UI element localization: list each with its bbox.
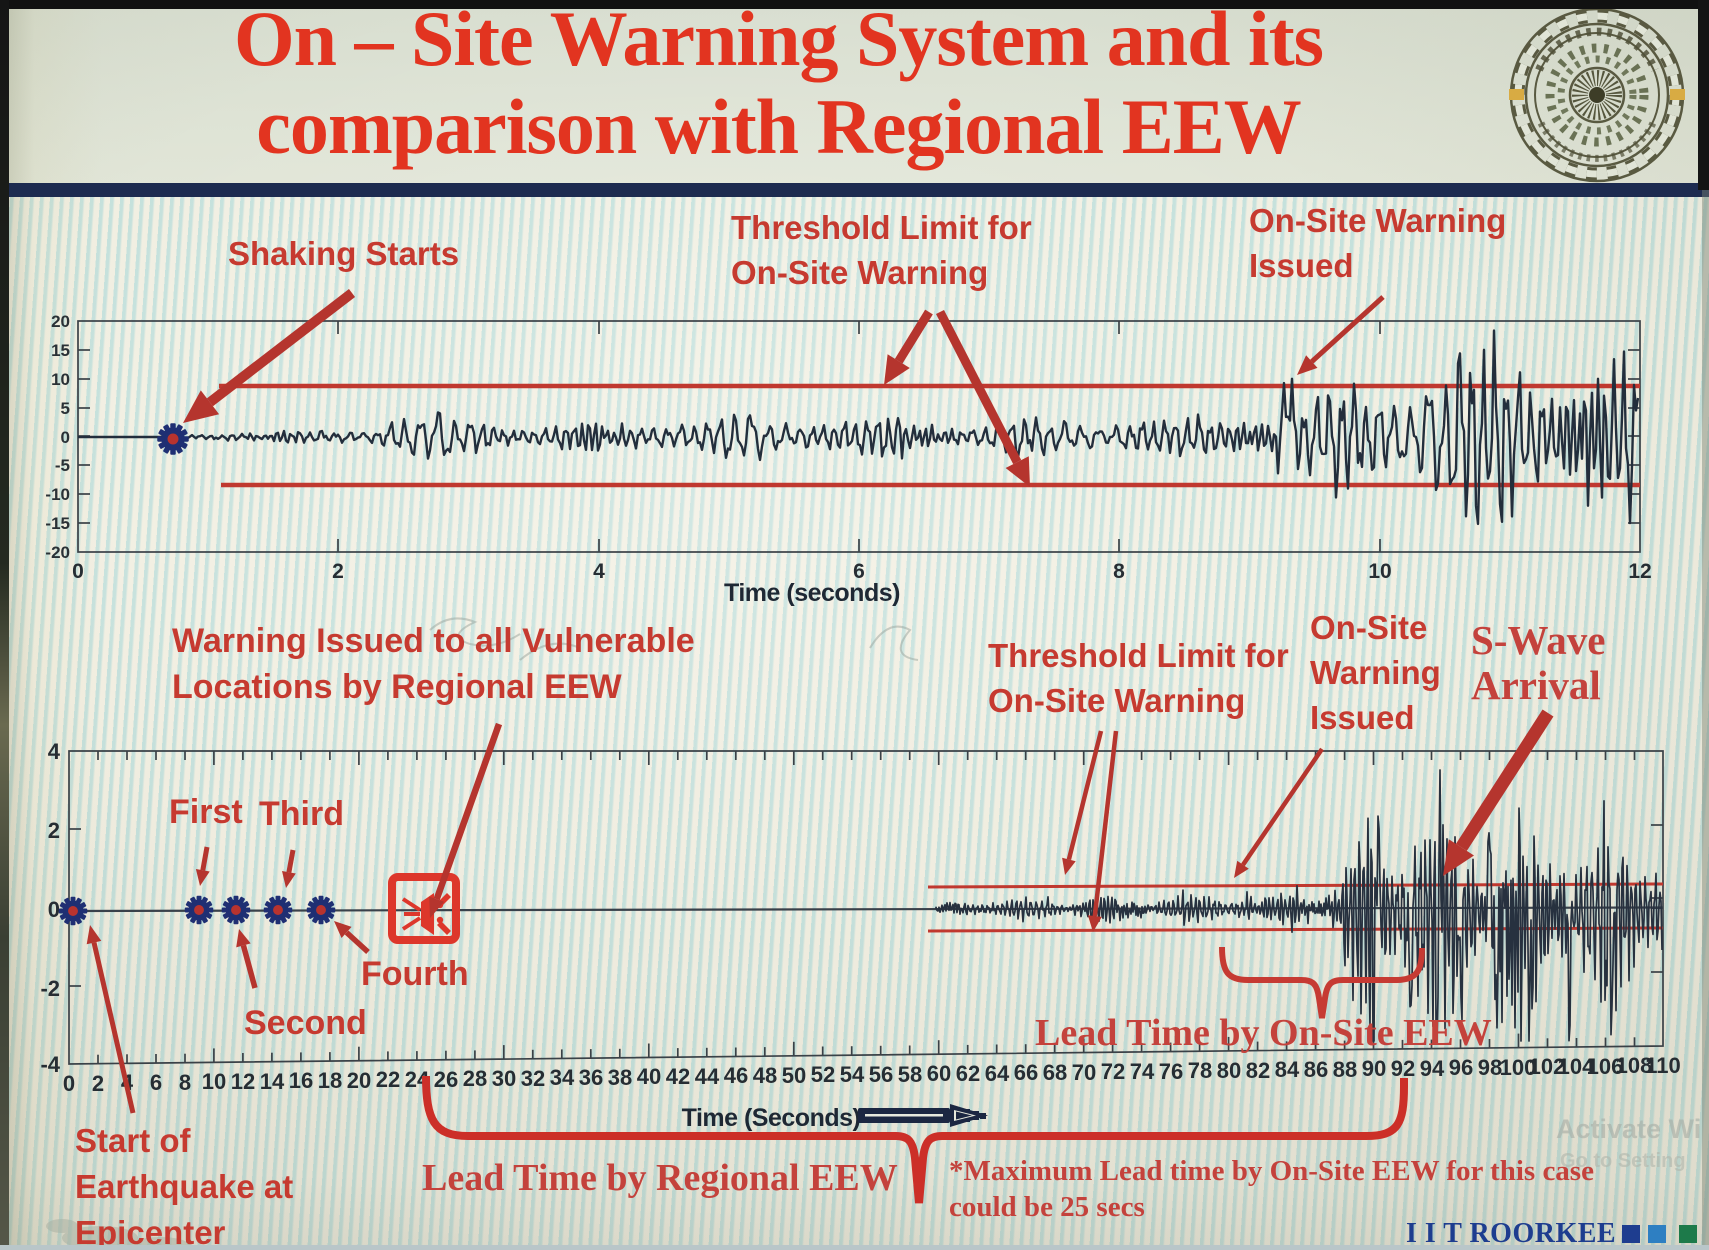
svg-text:34: 34 <box>550 1065 575 1090</box>
svg-text:56: 56 <box>869 1062 893 1087</box>
svg-text:5: 5 <box>61 399 70 418</box>
svg-text:70: 70 <box>1072 1060 1096 1085</box>
svg-text:0: 0 <box>61 428 70 447</box>
svg-text:28: 28 <box>463 1066 487 1091</box>
svg-text:60: 60 <box>927 1061 951 1086</box>
svg-text:2: 2 <box>92 1071 104 1096</box>
svg-text:48: 48 <box>753 1063 777 1088</box>
svg-text:52: 52 <box>811 1062 835 1087</box>
svg-text:10: 10 <box>51 370 70 389</box>
svg-text:15: 15 <box>51 341 70 360</box>
svg-text:12: 12 <box>1628 560 1651 583</box>
svg-text:-4: -4 <box>40 1052 60 1077</box>
svg-text:74: 74 <box>1130 1059 1155 1084</box>
svg-text:54: 54 <box>840 1062 865 1087</box>
svg-text:92: 92 <box>1391 1056 1415 1081</box>
svg-text:6: 6 <box>150 1070 162 1095</box>
svg-text:6: 6 <box>853 560 865 583</box>
svg-text:4: 4 <box>593 560 605 583</box>
svg-text:-20: -20 <box>45 543 70 562</box>
svg-text:72: 72 <box>1101 1059 1125 1084</box>
svg-text:10: 10 <box>1368 560 1391 583</box>
svg-text:84: 84 <box>1275 1057 1300 1082</box>
svg-text:-10: -10 <box>45 485 70 504</box>
svg-text:I I T ROORKEE: I I T ROORKEE <box>1406 1218 1616 1249</box>
svg-text:90: 90 <box>1362 1056 1386 1081</box>
svg-text:18: 18 <box>318 1068 342 1093</box>
svg-text:66: 66 <box>1014 1060 1038 1085</box>
svg-text:86: 86 <box>1304 1057 1328 1082</box>
svg-text:2: 2 <box>332 560 344 583</box>
svg-text:36: 36 <box>579 1065 603 1090</box>
svg-text:0: 0 <box>72 560 84 583</box>
svg-text:-5: -5 <box>55 456 70 475</box>
svg-text:98: 98 <box>1478 1055 1502 1080</box>
svg-text:14: 14 <box>260 1069 285 1094</box>
svg-text:108: 108 <box>1616 1053 1653 1078</box>
svg-text:64: 64 <box>985 1061 1010 1086</box>
svg-text:62: 62 <box>956 1061 980 1086</box>
svg-text:80: 80 <box>1217 1058 1241 1083</box>
svg-text:2: 2 <box>48 818 60 843</box>
svg-text:12: 12 <box>231 1069 255 1094</box>
svg-text:88: 88 <box>1333 1057 1357 1082</box>
svg-text:96: 96 <box>1449 1055 1473 1080</box>
svg-text:20: 20 <box>347 1068 371 1093</box>
svg-text:58: 58 <box>898 1062 922 1087</box>
svg-text:104: 104 <box>1558 1054 1595 1079</box>
svg-text:0: 0 <box>63 1071 75 1096</box>
svg-text:10: 10 <box>202 1069 226 1094</box>
svg-text:100: 100 <box>1500 1055 1537 1080</box>
svg-text:0: 0 <box>48 897 60 922</box>
svg-text:30: 30 <box>492 1066 516 1091</box>
svg-text:102: 102 <box>1529 1054 1566 1079</box>
svg-text:8: 8 <box>179 1070 191 1095</box>
svg-text:50: 50 <box>782 1063 806 1088</box>
svg-text:94: 94 <box>1420 1056 1445 1081</box>
svg-text:20: 20 <box>51 312 70 331</box>
svg-text:76: 76 <box>1159 1059 1183 1084</box>
svg-text:46: 46 <box>724 1063 748 1088</box>
svg-text:38: 38 <box>608 1065 632 1090</box>
svg-text:22: 22 <box>376 1067 400 1092</box>
svg-text:106: 106 <box>1587 1054 1624 1079</box>
svg-text:40: 40 <box>637 1064 661 1089</box>
svg-text:44: 44 <box>695 1064 720 1089</box>
svg-text:-15: -15 <box>45 514 70 533</box>
svg-text:Time (Seconds): Time (Seconds) <box>682 1104 861 1132</box>
svg-text:82: 82 <box>1246 1058 1270 1083</box>
svg-text:-2: -2 <box>40 976 60 1001</box>
svg-text:110: 110 <box>1645 1053 1681 1078</box>
svg-text:8: 8 <box>1113 560 1125 583</box>
svg-text:32: 32 <box>521 1066 545 1091</box>
svg-text:Time (seconds): Time (seconds) <box>724 579 900 607</box>
svg-text:26: 26 <box>434 1067 458 1092</box>
svg-text:4: 4 <box>48 739 61 764</box>
svg-text:16: 16 <box>289 1068 313 1093</box>
svg-text:78: 78 <box>1188 1058 1212 1083</box>
svg-text:68: 68 <box>1043 1060 1067 1085</box>
svg-text:42: 42 <box>666 1064 690 1089</box>
